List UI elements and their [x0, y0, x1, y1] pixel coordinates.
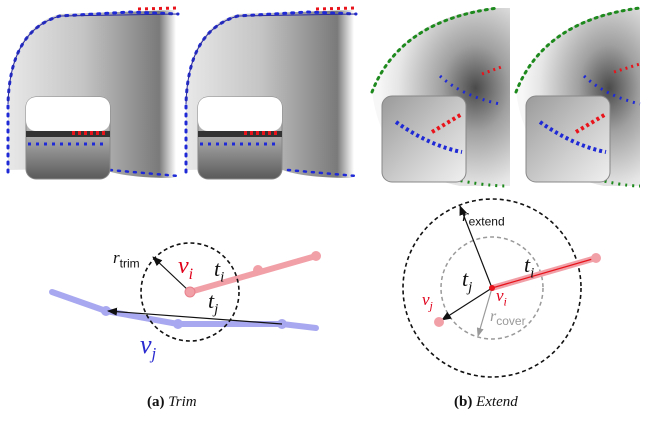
zoom-inset: [25, 96, 111, 180]
vertex-j-marker: [434, 317, 444, 327]
green-stroke-curve: [370, 6, 500, 94]
extend-radius-label: rextend: [462, 206, 505, 229]
caption-extend: (b) Extend: [454, 394, 518, 411]
red-stroke-curve: [137, 6, 179, 11]
trim-render-2: [184, 6, 358, 180]
vertex-i-label: vi: [178, 253, 194, 283]
vertex-i-label: vi: [496, 286, 507, 309]
zoom-inset: [381, 95, 467, 183]
stroke-j: [49, 289, 109, 314]
extend-diagram: [402, 198, 601, 378]
extend-render-2: [514, 6, 642, 188]
trim-radius-circle: [140, 242, 240, 342]
caption-trim-label: (a): [147, 394, 165, 410]
zoom-inset: [197, 96, 283, 180]
zoom-inset: [525, 95, 611, 183]
trim-radius-label: rtrim: [113, 248, 140, 271]
extend-render-1: [370, 6, 510, 188]
tangent-j-arrow: [441, 287, 493, 321]
extend-radius-arrow: [459, 205, 493, 289]
caption-trim-text: Trim: [168, 394, 197, 410]
tangent-j-arrow: [107, 307, 283, 325]
cover-radius-circle: [440, 236, 544, 340]
caption-extend-label: (b): [454, 394, 473, 410]
vertex-i-marker: [489, 285, 495, 291]
radius-arrow: [152, 256, 190, 292]
tangent-i-label: ti: [214, 256, 225, 286]
cover-radius-label: rcover: [490, 308, 526, 329]
caption-trim: (a) Trim: [147, 394, 197, 411]
caption-extend-text: Extend: [476, 394, 518, 410]
tangent-j-label: tj: [462, 266, 473, 296]
tangent-j-label: tj: [208, 288, 219, 318]
tangent-i-label: ti: [524, 252, 535, 282]
trim-render-1: [6, 6, 180, 180]
cover-radius-arrow: [476, 287, 493, 337]
stroke-i: [187, 253, 319, 295]
trim-diagram: [49, 242, 321, 342]
vertex-i-marker: [184, 286, 196, 298]
vertex-j-label: vj: [422, 290, 433, 313]
vertex-j-label: vj: [140, 330, 157, 364]
extend-radius-circle: [402, 198, 582, 378]
